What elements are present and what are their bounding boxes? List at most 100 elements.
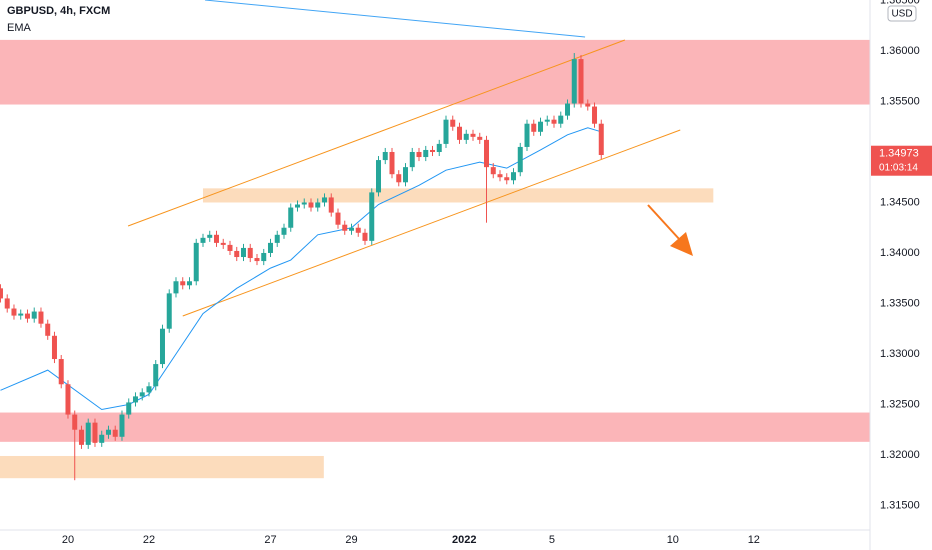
candle-body	[517, 146, 523, 173]
candle-body	[247, 247, 253, 259]
arrow-head	[670, 232, 693, 256]
candle-body	[457, 126, 463, 140]
x-tick-label: 29	[345, 534, 357, 546]
currency-box[interactable]	[887, 5, 917, 22]
trend-line	[204, 0, 586, 38]
candle-body	[342, 224, 348, 231]
indicator-name: EMA	[7, 22, 32, 34]
candle-body	[119, 414, 125, 437]
candle-body	[592, 106, 598, 124]
candle-body	[463, 133, 469, 140]
candle-body	[511, 172, 517, 181]
candle-body	[450, 119, 456, 127]
candle-body	[348, 227, 354, 231]
candle-body	[308, 202, 314, 208]
candle-body	[139, 392, 145, 397]
candle-body	[18, 313, 24, 316]
zone	[202, 188, 714, 203]
candle-body	[403, 167, 409, 183]
candle-body	[173, 281, 179, 294]
plot	[0, 53, 604, 481]
candle-body	[315, 202, 321, 208]
candle-body	[531, 123, 537, 132]
candle-body	[31, 311, 37, 319]
y-tick-label: 1.32000	[880, 449, 920, 461]
candle-body	[301, 202, 307, 205]
arrow-shaft	[647, 204, 681, 241]
candle-body	[112, 429, 118, 437]
currency[interactable]: USD	[891, 9, 912, 20]
candle-body	[186, 281, 192, 286]
candle-body	[578, 59, 584, 104]
y-tick-label: 1.34000	[880, 247, 920, 259]
zone	[0, 455, 324, 479]
y-tick-label: 1.34500	[880, 196, 920, 208]
trend-line	[127, 39, 626, 227]
candle-body	[369, 192, 375, 241]
candle-body	[551, 119, 557, 124]
candle-body	[396, 174, 402, 183]
candle-body	[58, 359, 64, 385]
candle-body	[430, 149, 436, 152]
candle-body	[65, 384, 71, 415]
candle-body	[227, 244, 233, 251]
candle-body	[416, 151, 422, 158]
last-price-label: 1.34973	[879, 148, 919, 160]
y-tick-label: 1.35500	[880, 95, 920, 107]
candle-body	[409, 151, 415, 168]
candle-body	[389, 151, 395, 175]
candle-body	[234, 250, 240, 258]
x-tick-label: 10	[667, 534, 679, 546]
candle-body	[477, 136, 483, 140]
candle-body	[375, 160, 381, 193]
candle-body	[85, 422, 91, 445]
candle-body	[544, 119, 550, 122]
candle-body	[146, 386, 152, 393]
candle-body	[213, 234, 219, 243]
candle-body	[294, 204, 300, 208]
candle-body	[0, 288, 3, 299]
candle-body	[335, 212, 341, 225]
candle-body	[484, 139, 490, 168]
last-price-tag	[871, 145, 932, 176]
candle-body	[321, 197, 327, 203]
x-tick-label: 12	[748, 534, 760, 546]
candle-body	[126, 402, 132, 415]
candle-body	[99, 434, 105, 443]
candle-body	[565, 103, 571, 116]
candle-body	[436, 143, 442, 152]
candle-body	[24, 313, 30, 319]
candle-body	[180, 281, 186, 286]
candle-body	[38, 311, 44, 324]
candle-body	[4, 298, 10, 309]
candle-body	[220, 242, 226, 245]
candle-body	[288, 207, 294, 228]
candle-body	[200, 237, 206, 243]
x-tick-label: 2022	[452, 534, 476, 546]
x-tick-label: 27	[264, 534, 276, 546]
y-tick-label: 1.36000	[880, 45, 920, 57]
candle-body	[470, 133, 476, 137]
symbol-title: GBPUSD, 4h, FXCM	[7, 5, 110, 17]
candle-body	[362, 232, 368, 241]
candle-body	[423, 149, 429, 158]
candle-body	[497, 174, 503, 178]
candle-body	[571, 59, 577, 104]
y-tick-label: 1.32500	[880, 398, 920, 410]
candle-body	[78, 429, 84, 445]
candle-body	[240, 247, 246, 258]
candle-body	[45, 323, 51, 336]
countdown: 01:03:14	[879, 162, 918, 173]
candle-body	[558, 115, 564, 124]
x-tick-label: 5	[549, 534, 555, 546]
candle-body	[490, 167, 496, 175]
candle-body	[193, 242, 199, 282]
candle-body	[355, 227, 361, 233]
candle-body	[443, 119, 449, 144]
y-tick-label: 1.36500	[880, 0, 920, 6]
candle-body	[92, 422, 98, 443]
candle-body	[105, 429, 111, 435]
y-tick-label: 1.31500	[880, 499, 920, 511]
